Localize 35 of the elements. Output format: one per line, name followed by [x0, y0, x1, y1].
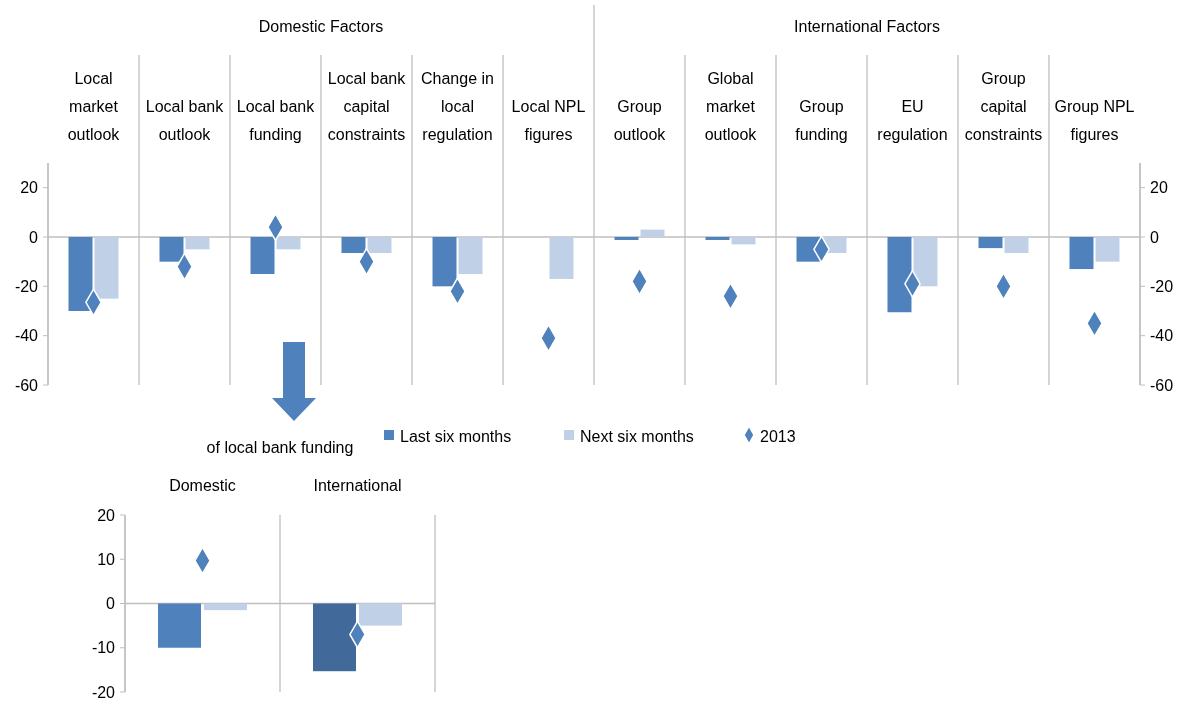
y2-tick-label: 20: [1150, 179, 1168, 197]
x-tick-label: Group funding: [795, 98, 848, 143]
legend-label: 2013: [760, 427, 796, 445]
y2-tick-label: -60: [1150, 376, 1174, 394]
x-tick-label: EU regulation: [877, 98, 948, 143]
x-tick-label: Global market outlook: [704, 70, 758, 143]
legend-label: Last six months: [400, 427, 512, 445]
y-tick-label: -10: [91, 639, 116, 657]
x-tick-label: Local bank outlook: [145, 98, 225, 143]
y-tick-label: 0: [106, 595, 116, 613]
y2-tick-label: -40: [1150, 327, 1174, 345]
y-tick-label: -20: [14, 277, 39, 295]
y-tick-label: 20: [20, 179, 39, 197]
x-tick-label: Local bank capital constraints: [327, 70, 407, 143]
text: Domestic Factors: [258, 18, 384, 35]
y2-tick-label: -20: [1150, 277, 1174, 295]
x-tick-label: International: [313, 477, 402, 494]
x-tick-label: Change in local regulation: [421, 70, 494, 143]
x-tick-label: Domestic: [169, 477, 236, 494]
y2-tick-label: 0: [1150, 228, 1159, 246]
x-tick-label: Local market outlook: [67, 70, 121, 143]
y-tick-label: 20: [97, 506, 116, 524]
legend-label: Next six months: [580, 427, 694, 445]
x-tick-label: Group capital constraints: [964, 70, 1043, 143]
x-tick-label: Local bank funding: [236, 98, 316, 143]
y-tick-label: 10: [97, 550, 116, 568]
text: International Factors: [794, 18, 940, 35]
y-tick-label: 0: [29, 228, 39, 246]
y-tick-label: -60: [14, 376, 39, 394]
x-tick-label: Local NPL figures: [511, 98, 586, 143]
chart-title: of local bank funding: [206, 439, 354, 456]
y-tick-label: -40: [14, 327, 39, 345]
x-tick-label: Group NPL figures: [1054, 98, 1135, 143]
y-tick-label: -20: [91, 683, 116, 701]
x-tick-label: Group outlook: [613, 98, 667, 143]
